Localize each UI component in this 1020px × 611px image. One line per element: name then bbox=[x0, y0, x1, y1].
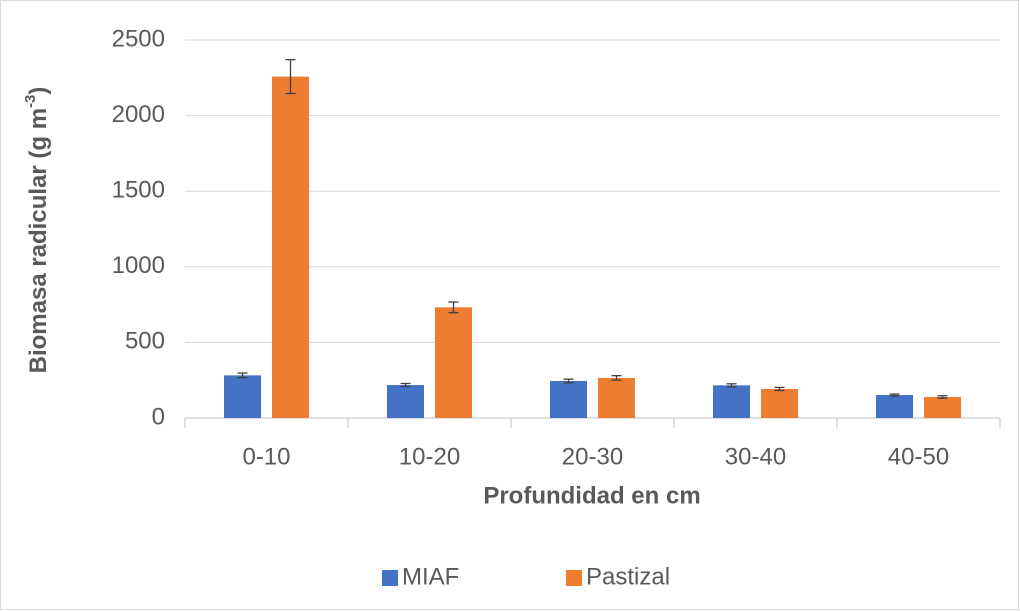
bar bbox=[224, 375, 261, 418]
y-axis-label-text: Biomasa radicular (g m bbox=[25, 108, 52, 373]
bar bbox=[435, 307, 472, 418]
y-tick-label: 2000 bbox=[112, 101, 165, 128]
bar bbox=[272, 76, 309, 419]
error-bar bbox=[611, 375, 622, 381]
error-bar bbox=[400, 382, 411, 388]
error-bar bbox=[285, 59, 296, 95]
y-tick-label: 1000 bbox=[112, 252, 165, 279]
x-tick-label: 30-40 bbox=[725, 443, 786, 470]
legend-swatch bbox=[566, 570, 582, 586]
bar bbox=[924, 396, 961, 418]
error-bar bbox=[937, 395, 948, 399]
legend-label: Pastizal bbox=[586, 563, 670, 590]
bar bbox=[761, 388, 798, 418]
legend-label: MIAF bbox=[402, 563, 459, 590]
y-axis-label-tail: ) bbox=[25, 87, 52, 95]
error-bar bbox=[889, 393, 900, 397]
x-axis-label: Profundidad en cm bbox=[483, 482, 700, 509]
y-axis-label-sup: -3 bbox=[22, 95, 39, 108]
bar bbox=[387, 385, 424, 418]
error-bar bbox=[726, 383, 737, 388]
bar bbox=[550, 380, 587, 418]
y-axis-label: Biomasa radicular (g m-3) bbox=[22, 87, 52, 374]
error-bar bbox=[237, 372, 248, 379]
x-tick-label: 10-20 bbox=[399, 443, 460, 470]
y-tick-label: 1500 bbox=[112, 177, 165, 204]
x-tick-label: 40-50 bbox=[888, 443, 949, 470]
error-bar bbox=[563, 378, 574, 384]
error-bar bbox=[774, 386, 785, 392]
bar bbox=[713, 385, 750, 418]
x-tick-label: 20-30 bbox=[562, 443, 623, 470]
y-tick-label: 2500 bbox=[112, 25, 165, 52]
y-tick-label: 0 bbox=[152, 403, 165, 430]
bar bbox=[598, 377, 635, 418]
error-bar bbox=[448, 301, 459, 314]
bar bbox=[876, 395, 913, 418]
x-tick-label: 0-10 bbox=[242, 443, 290, 470]
y-tick-label: 500 bbox=[125, 328, 165, 355]
legend-swatch bbox=[382, 570, 398, 586]
